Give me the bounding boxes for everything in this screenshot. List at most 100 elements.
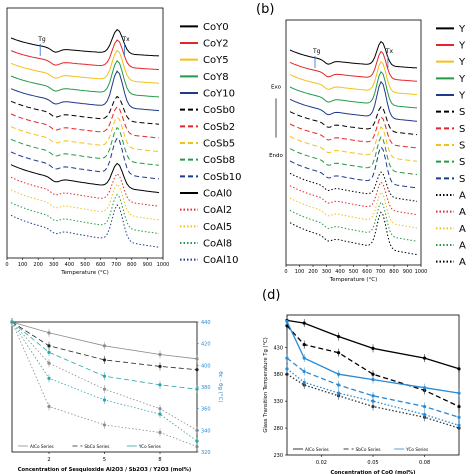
dsc-curve xyxy=(290,72,417,108)
dsc-curve xyxy=(11,97,159,125)
y-tick-label-right: 360 xyxy=(201,407,211,413)
tg-annotation: Tg xyxy=(312,48,321,55)
legend-label: AlCo Series xyxy=(30,444,54,449)
y-tick-label-right: 320 xyxy=(201,450,211,456)
panel-d-line-chart: 0.02 0.05 0.08 Concentration of CoO (mol%) 2… xyxy=(263,315,461,474)
dsc-curve xyxy=(290,107,417,135)
y-tick-label-right: 440 xyxy=(201,320,211,326)
legend-label: SbCo Series xyxy=(356,447,381,452)
y-tick-label-right: 400 xyxy=(201,363,211,369)
dsc-curve xyxy=(290,212,417,254)
y-axis-label: Glass Transition Temperature Tg (°C) xyxy=(263,337,269,432)
panel-label-d: (d) xyxy=(262,288,280,303)
panel-a-dsc-chart: 0 100 200 300 400 500 600 700 800 900 1000 Temperat… xyxy=(5,8,169,276)
tx-annotation: Tx xyxy=(121,36,130,43)
dsc-curve xyxy=(11,205,159,247)
dsc-curve xyxy=(11,30,159,56)
x-tick-label: 300 xyxy=(49,262,59,268)
y-tick-label: 230 xyxy=(273,453,283,459)
legend-label: Y xyxy=(458,24,466,35)
x-tick-label: 800 xyxy=(127,262,137,268)
tg-annotation: Tg xyxy=(37,36,46,43)
legend-label: YCo Series xyxy=(405,447,428,452)
x-axis-label: Temperature (°C) xyxy=(329,277,377,283)
x-tick-label: 200 xyxy=(308,269,318,275)
x-tick-label: 900 xyxy=(403,269,413,275)
y-tick-label: 330 xyxy=(273,399,283,405)
panel-a-legend: CoY0 CoY2 CoY5 CoY8 CoY10 CoSb0 CoSb2 CoSb5 CoSb… xyxy=(180,22,242,266)
legend-label: CoSb0 xyxy=(203,105,235,116)
x-tick-label: 8 xyxy=(158,457,161,463)
legend-label: CoY10 xyxy=(203,89,235,100)
dsc-curve xyxy=(11,117,159,151)
x-tick-label: 700 xyxy=(111,262,121,268)
legend-label: CoSb2 xyxy=(203,122,235,133)
dsc-curve xyxy=(290,117,417,148)
x-tick-label: 2 xyxy=(47,457,50,463)
panel-b-dsc-chart: 0 100 200 300 400 500 600 700 800 900 1000 Temperat… xyxy=(269,20,427,283)
x-tick-label: 0.08 xyxy=(419,460,430,466)
x-tick-label: 500 xyxy=(349,269,359,275)
panel-label-b: (b) xyxy=(256,2,274,17)
legend-label: CoAl8 xyxy=(203,239,232,250)
legend-label: CoAl10 xyxy=(203,255,238,266)
legend-label: CoAl0 xyxy=(203,189,232,200)
x-tick-label: 400 xyxy=(65,262,75,268)
legend-label: AlCo Series xyxy=(305,447,329,452)
x-tick-label: 0 xyxy=(5,262,8,268)
x-tick-label: 1000 xyxy=(157,262,170,268)
legend-label: A xyxy=(459,241,466,252)
x-tick-label: 400 xyxy=(335,269,345,275)
dsc-curve xyxy=(11,61,159,97)
legend-label: CoSb8 xyxy=(203,155,235,166)
legend-label: CoSb10 xyxy=(203,172,242,183)
x-tick-label: 200 xyxy=(33,262,43,268)
dsc-curve xyxy=(290,42,417,68)
plot-frame xyxy=(287,315,459,455)
y-axis-label-right: θc - θg (°C) xyxy=(217,371,223,402)
y-tick-label: 280 xyxy=(273,426,283,432)
legend-label: S xyxy=(459,157,465,168)
y-tick-label-right: 340 xyxy=(201,428,211,434)
dsc-curve xyxy=(11,163,159,192)
tx-annotation: Tx xyxy=(385,48,394,55)
legend-label: S xyxy=(459,124,465,135)
legend-label: Y xyxy=(458,91,466,102)
legend-label: S xyxy=(459,107,465,118)
x-tick-label: 500 xyxy=(80,262,90,268)
dsc-curve xyxy=(11,50,159,83)
dsc-curve xyxy=(11,107,159,138)
endo-label: Endo xyxy=(269,153,283,159)
x-tick-label: 300 xyxy=(322,269,332,275)
dsc-curve xyxy=(290,192,417,228)
dsc-curve xyxy=(11,195,159,234)
legend-label: CoAl2 xyxy=(203,205,232,216)
legend-label: YCo Series xyxy=(138,444,161,449)
legend-label: A xyxy=(459,224,466,235)
legend-label: Y xyxy=(458,57,466,68)
x-tick-label: 600 xyxy=(362,269,372,275)
legend-label: A xyxy=(459,191,466,202)
x-axis-label: Concentration of Sesquioxide Al2O3 / Sb2… xyxy=(18,467,191,473)
y-tick-label: 380 xyxy=(273,372,283,378)
legend-label: A xyxy=(459,207,466,218)
legend-label: Y xyxy=(458,74,466,85)
legend-label: CoY0 xyxy=(203,22,229,33)
x-tick-label: 0.05 xyxy=(367,460,378,466)
x-axis-label: Concentration of CoO (mol%) xyxy=(330,470,415,474)
legend-label: A xyxy=(459,257,466,268)
x-tick-label: 100 xyxy=(295,269,305,275)
legend-label: CoY8 xyxy=(203,72,229,83)
x-tick-label: 800 xyxy=(389,269,399,275)
dsc-curve xyxy=(290,172,417,201)
y-tick-label-right: 420 xyxy=(201,342,211,348)
x-tick-label: 0.02 xyxy=(316,460,327,466)
dsc-curve xyxy=(290,202,417,241)
x-tick-label: 5 xyxy=(103,457,106,463)
dsc-curve xyxy=(290,182,417,215)
legend-label: CoSb5 xyxy=(203,139,235,150)
dsc-curve xyxy=(11,128,159,166)
x-tick-label: 700 xyxy=(376,269,386,275)
